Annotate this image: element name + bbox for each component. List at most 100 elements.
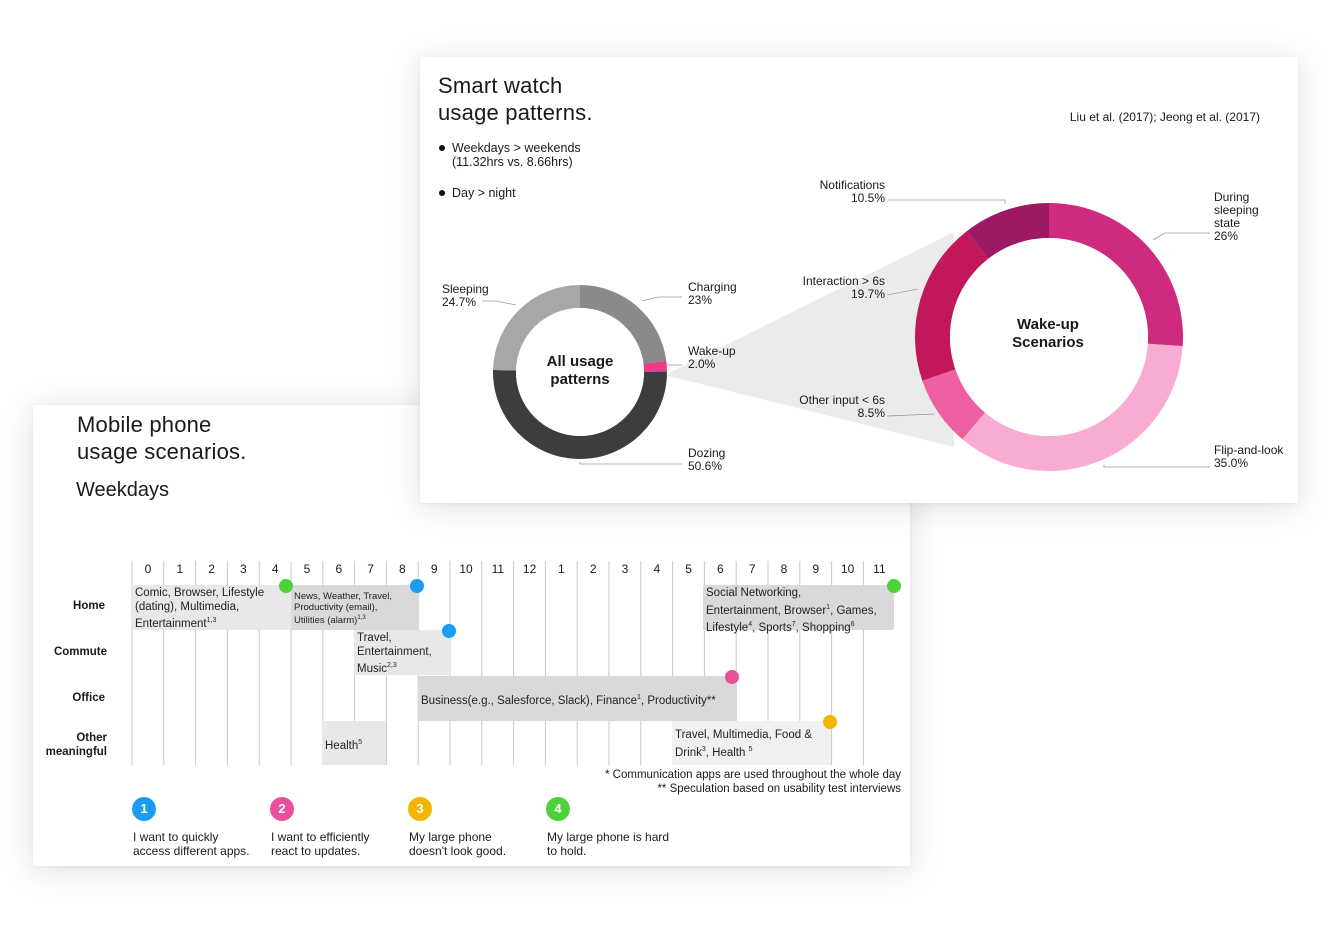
phone-title-line2: usage scenarios. bbox=[77, 439, 247, 464]
label-interaction-name: Interaction > 6s bbox=[802, 274, 885, 288]
hour-label: 8 bbox=[399, 562, 406, 576]
citation: Liu et al. (2017); Jeong et al. (2017) bbox=[1069, 110, 1260, 124]
watch-title: Smart watch usage patterns. bbox=[438, 72, 593, 126]
pain-point-text-4: My large phone is hard to hold. bbox=[547, 830, 669, 858]
row-label-other-line1: Other bbox=[76, 732, 107, 744]
pain-point-text-line1: My large phone bbox=[409, 830, 492, 844]
leader-line bbox=[886, 288, 919, 296]
block-home-morning: News, Weather, Travel, Productivity (ema… bbox=[291, 585, 418, 630]
label-charging-name: Charging bbox=[688, 280, 737, 294]
pain-point-dot-2 bbox=[725, 670, 739, 684]
pain-point-text-line1: I want to efficiently bbox=[271, 830, 370, 844]
pain-point-text-line1: My large phone is hard bbox=[547, 830, 670, 844]
block-health: Health5 bbox=[322, 721, 386, 765]
hour-label: 4 bbox=[271, 562, 279, 576]
watch-title-line1: Smart watch bbox=[438, 73, 563, 98]
hour-label: 0 bbox=[144, 562, 152, 576]
hour-label: 9 bbox=[430, 562, 438, 576]
pain-point-dot-1 bbox=[442, 624, 456, 638]
block-commute-text: Music bbox=[357, 662, 388, 675]
footnote-sup: 5 bbox=[358, 739, 363, 746]
label-other-input: Other input < 6s 8.5% bbox=[775, 394, 885, 420]
label-wakeup-name: Wake-up bbox=[688, 344, 736, 358]
bullet-day-night: Day > night bbox=[439, 186, 516, 200]
leader-line bbox=[482, 300, 517, 306]
pain-point-text-2: I want to efficiently react to updates. bbox=[271, 830, 370, 858]
donut2-center-label: Wake-up Scenarios bbox=[988, 316, 1108, 352]
label-charging: Charging 23% bbox=[688, 281, 737, 307]
row-label-commute: Commute bbox=[53, 646, 107, 658]
text-part: Entertainment, Browser bbox=[706, 604, 827, 617]
donut2-center-line1: Wake-up bbox=[1017, 316, 1079, 333]
smartwatch-usage-card: Smart watch usage patterns. Liu et al. (… bbox=[420, 57, 1298, 503]
watch-donut-charts bbox=[482, 199, 1210, 471]
text-part: , Shopping bbox=[795, 621, 851, 634]
block-home-morning-line3: Utilities (alarm)1,3 bbox=[294, 613, 415, 626]
hour-label: 11 bbox=[873, 562, 886, 576]
donut1-center-line1: All usage bbox=[546, 353, 614, 370]
pain-point-badge-2: 2 bbox=[270, 797, 294, 821]
phone-title: Mobile phone usage scenarios. bbox=[77, 411, 247, 465]
text-part: , Health bbox=[705, 746, 749, 759]
block-home-early-line1: Comic, Browser, Lifestyle bbox=[135, 587, 265, 599]
label-wakeup: Wake-up 2.0% bbox=[688, 345, 736, 371]
block-commute-line3: Music2,3 bbox=[357, 659, 447, 676]
leader-line bbox=[887, 199, 1006, 204]
label-other-input-name: Other input < 6s bbox=[799, 393, 885, 407]
row-label-other-line2: meaningful bbox=[45, 746, 107, 758]
bullet-weekdays-line1: Weekdays > weekends bbox=[452, 141, 581, 155]
hour-label: 11 bbox=[491, 562, 505, 576]
hour-label: 10 bbox=[840, 562, 855, 576]
bullet-weekdays: Weekdays > weekends (11.32hrs vs. 8.66hr… bbox=[439, 141, 581, 169]
label-during-sleeping-value: 26% bbox=[1214, 229, 1239, 243]
pain-point-dot-4 bbox=[887, 579, 901, 593]
pain-point-text-line1: I want to quickly bbox=[133, 830, 219, 844]
donut1-center-label: All usage patterns bbox=[530, 353, 630, 389]
row-label-other: Other meaningful bbox=[27, 731, 107, 759]
block-home-early-text: Entertainment bbox=[135, 617, 207, 630]
donut2-slice-other-input-6s bbox=[922, 369, 986, 440]
block-office-text2: , Productivity** bbox=[640, 694, 716, 707]
footnote-sup: 1,3 bbox=[357, 615, 366, 621]
hour-label: 6 bbox=[335, 562, 343, 576]
pain-point-badge-1: 1 bbox=[132, 797, 156, 821]
block-home-early: Comic, Browser, Lifestyle (dating), Mult… bbox=[132, 585, 292, 630]
footnote-sup: 4 bbox=[748, 620, 753, 628]
block-home-morning-text: Utilities (alarm) bbox=[294, 615, 358, 627]
hour-label: 2 bbox=[208, 562, 215, 576]
hour-label: 5 bbox=[685, 562, 692, 576]
hour-label: 8 bbox=[780, 562, 788, 576]
hour-label: 9 bbox=[812, 562, 820, 576]
block-home-early-line3: Entertainment1,3 bbox=[135, 614, 289, 631]
text-part: , Sports bbox=[752, 621, 792, 634]
donut2-slice-interaction-6s bbox=[915, 231, 989, 381]
watch-title-line2: usage patterns. bbox=[438, 100, 593, 125]
leader-line bbox=[579, 462, 682, 465]
label-interaction: Interaction > 6s 19.7% bbox=[785, 275, 885, 301]
label-notifications-name: Notifications bbox=[819, 178, 885, 192]
block-home-early-line2: (dating), Multimedia, bbox=[135, 600, 240, 613]
footnote-sup: 3 bbox=[701, 745, 706, 753]
hour-label: 12 bbox=[522, 562, 537, 576]
footnote-sup: 1,3 bbox=[206, 617, 217, 624]
hour-label: 3 bbox=[240, 562, 247, 576]
hour-label: 3 bbox=[621, 562, 629, 576]
footnote-speculation: ** Speculation based on usability test i… bbox=[657, 783, 901, 795]
leader-line bbox=[886, 413, 935, 417]
footnote-sup: 6 bbox=[850, 620, 855, 628]
pain-point-dot-3 bbox=[823, 715, 837, 729]
block-office: Business(e.g., Salesforce, Slack), Finan… bbox=[418, 676, 736, 721]
pain-point-text-line2: access different apps. bbox=[133, 844, 250, 858]
donut2-slice-notifications bbox=[966, 203, 1049, 259]
block-other-evening-line2: Drink3, Health 5 bbox=[675, 743, 828, 760]
footnote-sup: 1 bbox=[637, 694, 641, 701]
donut1-center-line2: patterns bbox=[550, 371, 610, 388]
donut2-hole bbox=[950, 238, 1148, 436]
label-sleeping-value: 24.7% bbox=[442, 295, 477, 309]
donut1-hole bbox=[516, 308, 644, 436]
block-commute: Travel, Entertainment, Music2,3 bbox=[354, 630, 450, 675]
label-flip-and-look-name: Flip-and-look bbox=[1214, 443, 1284, 457]
leader-line bbox=[1103, 465, 1210, 468]
block-other-evening: Travel, Multimedia, Food & Drink3, Healt… bbox=[672, 721, 831, 765]
label-dozing-value: 50.6% bbox=[688, 459, 723, 473]
